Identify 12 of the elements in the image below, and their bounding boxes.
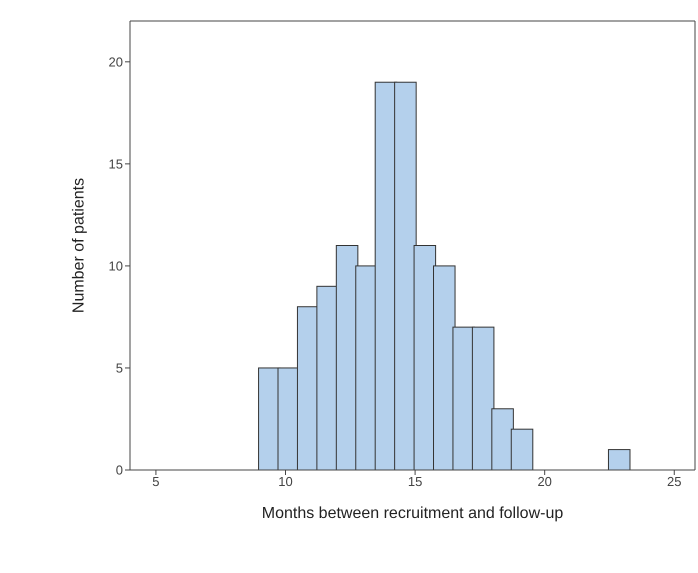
x-tick-label: 25 — [667, 474, 682, 490]
y-tick-label: 5 — [116, 360, 123, 376]
y-tick-label: 20 — [108, 54, 123, 70]
x-tick-label: 5 — [152, 474, 160, 490]
y-axis-title: Number of patients — [70, 178, 88, 314]
y-tick-label: 15 — [108, 156, 123, 172]
x-tick-label: 15 — [408, 474, 422, 490]
y-tick-label: 10 — [108, 258, 123, 274]
x-axis-title: Months between recruitment and follow-up — [262, 505, 564, 522]
y-tick-label: 0 — [116, 462, 123, 478]
x-tick-label: 20 — [537, 474, 552, 490]
x-tick-label: 10 — [278, 474, 293, 490]
